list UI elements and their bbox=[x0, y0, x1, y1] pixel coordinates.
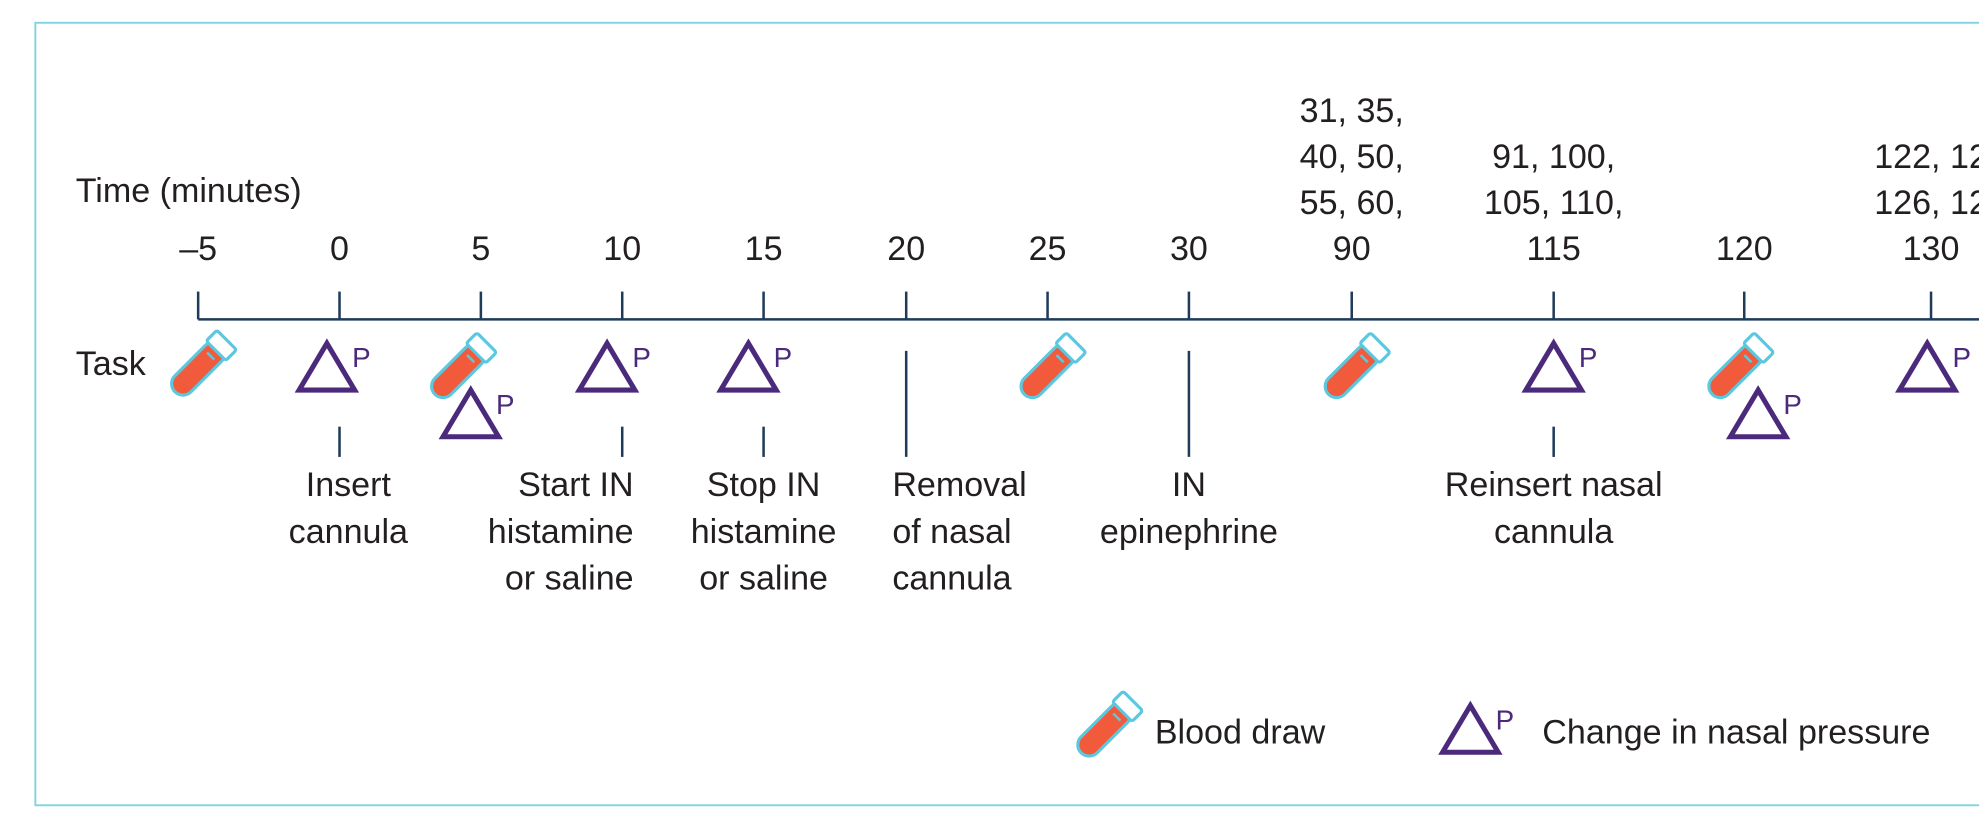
tube-cap bbox=[205, 329, 238, 362]
tube-cap bbox=[465, 332, 498, 364]
legend-label: Change in nasal pressure bbox=[1542, 714, 1930, 752]
task-label: IN bbox=[1172, 466, 1206, 504]
tick-label: 55, 60, bbox=[1300, 184, 1404, 222]
tube-mark bbox=[466, 354, 476, 364]
pressure-symbol: P bbox=[1783, 389, 1802, 420]
task-label: of nasal bbox=[892, 513, 1011, 551]
tick-label: 0 bbox=[330, 230, 349, 268]
tick-label: 115 bbox=[1527, 230, 1581, 268]
tick-label: 5 bbox=[471, 230, 490, 268]
tick-label: 91, 100, bbox=[1492, 138, 1615, 176]
blood-draw-icon bbox=[170, 329, 238, 397]
task-label: or saline bbox=[505, 560, 634, 598]
pressure-icon bbox=[1895, 338, 1960, 393]
tick-label: –5 bbox=[179, 230, 217, 268]
pressure-icon bbox=[574, 338, 640, 393]
tube-cap bbox=[1359, 332, 1391, 364]
tick-label: 120 bbox=[1716, 230, 1773, 268]
blood-draw-icon bbox=[1323, 332, 1391, 400]
task-label: Stop IN bbox=[707, 466, 821, 504]
tube-mark bbox=[206, 351, 216, 361]
task-label: cannula bbox=[892, 560, 1011, 598]
tick-label: 122, 12 bbox=[1874, 138, 1979, 176]
pressure-icon bbox=[438, 385, 503, 440]
blood-draw-icon bbox=[430, 332, 498, 400]
pressure-symbol: P bbox=[496, 389, 515, 420]
pressure-symbol: P bbox=[774, 342, 793, 373]
task-label: Reinsert nasal bbox=[1445, 466, 1663, 504]
pressure-symbol: P bbox=[1952, 342, 1971, 373]
pressure-symbol: P bbox=[352, 342, 371, 373]
tube-cap bbox=[1055, 332, 1087, 364]
tick-label: 15 bbox=[745, 230, 783, 268]
tube-mark bbox=[1743, 354, 1753, 364]
task-label: epinephrine bbox=[1100, 513, 1278, 551]
task-label: Start IN bbox=[518, 466, 633, 504]
tube-mark bbox=[1112, 712, 1122, 722]
pressure-icon bbox=[1725, 385, 1791, 440]
tick-label: 130 bbox=[1903, 230, 1960, 268]
task-label: histamine bbox=[488, 513, 634, 551]
legend-label: Blood draw bbox=[1155, 714, 1326, 752]
tube-cap bbox=[1111, 690, 1144, 723]
tick-label: 25 bbox=[1029, 230, 1067, 268]
pressure-symbol: P bbox=[1579, 342, 1598, 373]
tick-label: 90 bbox=[1333, 230, 1371, 268]
tick-label: 126, 12 bbox=[1874, 184, 1979, 222]
tick-label: 20 bbox=[887, 230, 925, 268]
tick-label: 105, 110, bbox=[1484, 184, 1624, 222]
blood-draw-icon bbox=[1076, 690, 1144, 758]
blood-draw-icon bbox=[1019, 332, 1087, 400]
frame bbox=[34, 21, 1979, 807]
task-label: or saline bbox=[699, 560, 828, 598]
task-label: histamine bbox=[691, 513, 837, 551]
tick-label: 40, 50, bbox=[1300, 138, 1404, 176]
pressure-icon bbox=[716, 338, 781, 393]
task-label: Removal bbox=[892, 466, 1026, 504]
task-label: cannula bbox=[1494, 513, 1613, 551]
axis-label: Time (minutes) bbox=[76, 172, 302, 210]
tube-cap bbox=[1742, 332, 1775, 364]
pressure-symbol: P bbox=[632, 342, 651, 373]
tick-label: 31, 35, bbox=[1300, 92, 1404, 130]
row-label: Task bbox=[76, 345, 147, 383]
pressure-icon bbox=[1521, 338, 1586, 393]
pressure-symbol: P bbox=[1496, 704, 1515, 735]
tube-mark bbox=[1055, 354, 1065, 364]
task-label: Insert bbox=[306, 466, 392, 504]
pressure-icon bbox=[1438, 700, 1503, 755]
task-label: cannula bbox=[289, 513, 408, 551]
blood-draw-icon bbox=[1707, 332, 1775, 400]
tube-mark bbox=[1359, 354, 1369, 364]
pressure-icon bbox=[294, 338, 360, 393]
tick-label: 30 bbox=[1170, 230, 1208, 268]
tick-label: 10 bbox=[603, 230, 641, 268]
